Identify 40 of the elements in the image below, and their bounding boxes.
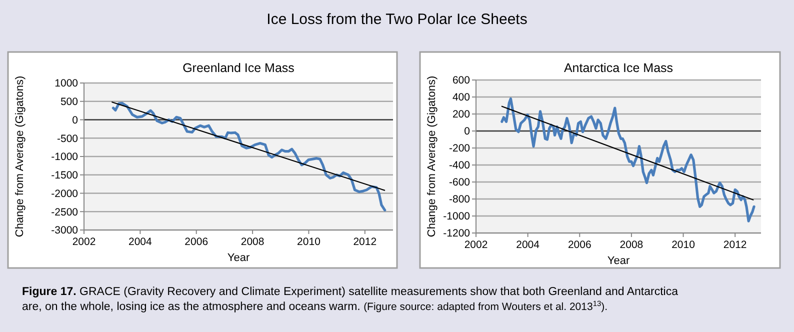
y-tick-label: 500 [60, 96, 78, 108]
x-tick-label: 2006 [184, 236, 208, 248]
text: Figure 17. GRACE (Gravity Recovery and Climate Experiment) satellite measurements show that both Greenland and Antarctica are, on the whole, losing ice as the atmosphere and oceans warm. (Figure source: adapted from Wouters et al. 2013$^{13}$). [22, 286, 678, 313]
y-axis-title: Change from Average (Gigatons) [14, 76, 26, 238]
y-tick-label: 0 [464, 126, 470, 138]
x-tick-label: 2004 [128, 236, 152, 248]
text: Ice Loss from the Two Polar Ice Sheets [266, 11, 528, 28]
x-axis-title: Year [607, 255, 630, 267]
y-tick-label: -600 [448, 176, 470, 189]
x-tick-label: 2006 [568, 239, 592, 251]
line-series [500, 97, 756, 222]
y-tick-label: -1000 [443, 210, 470, 223]
x-tick-label: 2008 [620, 239, 644, 251]
y-tick-label: 600 [452, 74, 470, 87]
y-tick-label: -200 [448, 142, 470, 155]
chart-title: Antarctica Ice Mass [564, 61, 674, 75]
x-tick-label: 2008 [240, 236, 264, 248]
chart-title: Greenland Ice Mass [182, 61, 294, 75]
x-tick-label: 2012 [723, 239, 747, 251]
y-tick-label: -800 [448, 194, 470, 206]
x-axis-title: Year [227, 252, 250, 264]
y-tick-label: 400 [452, 92, 470, 104]
y-tick-label: -500 [56, 132, 78, 145]
y-tick-label: 0 [72, 114, 78, 126]
y-tick-label: -3000 [51, 224, 78, 237]
y-tick-label: -2500 [51, 206, 78, 218]
y-tick-label: -400 [448, 160, 470, 172]
y-tick-label: -1200 [443, 228, 470, 240]
x-tick-label: 2010 [297, 236, 321, 248]
y-tick-label: 1000 [54, 78, 78, 90]
x-tick-label: 2010 [672, 239, 696, 251]
y-tick-label: -1000 [51, 151, 78, 164]
y-axis-title: Change from Average (Gigatons) [426, 76, 438, 238]
x-tick-label: 2012 [353, 236, 377, 248]
y-tick-label: -2000 [51, 188, 78, 200]
x-tick-label: 2002 [72, 236, 96, 248]
x-tick-label: 2004 [516, 239, 540, 251]
y-tick-label: 200 [452, 108, 470, 121]
x-tick-label: 2002 [464, 239, 488, 251]
y-tick-label: -1500 [51, 170, 78, 182]
